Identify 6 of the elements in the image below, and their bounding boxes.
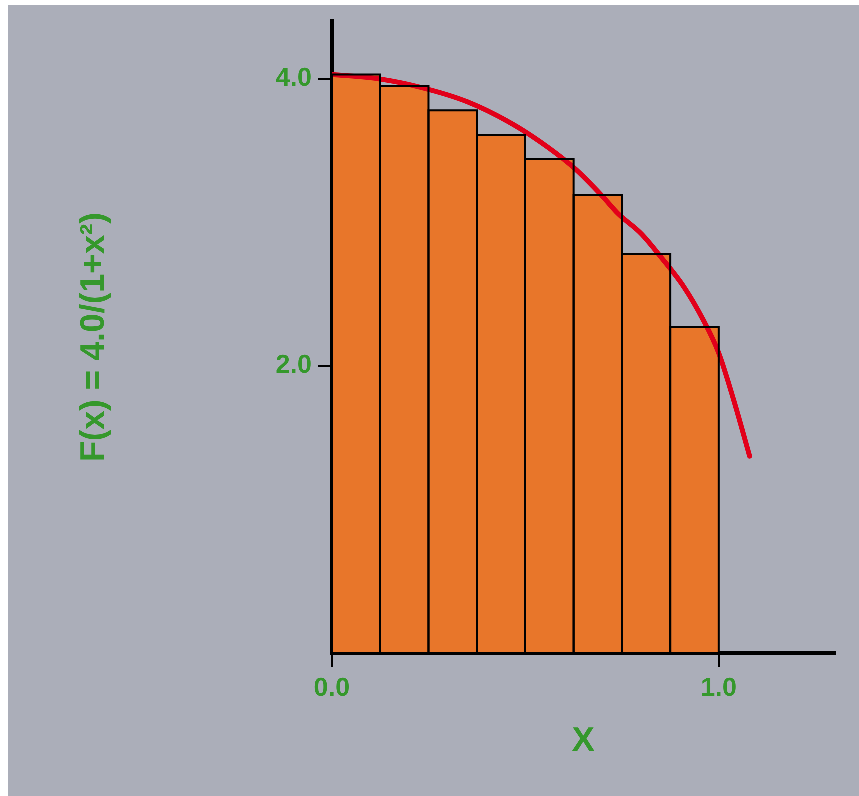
x-axis-title: X [572, 720, 596, 759]
y-tick-label: 4.0 [276, 62, 312, 92]
x-tick-label: 0.0 [314, 672, 350, 702]
y-tick-label: 2.0 [276, 349, 312, 380]
x-tick-label: 1.0 [700, 672, 737, 702]
y-axis-title: F(x) = 4.0/(1+x²) [74, 212, 112, 462]
